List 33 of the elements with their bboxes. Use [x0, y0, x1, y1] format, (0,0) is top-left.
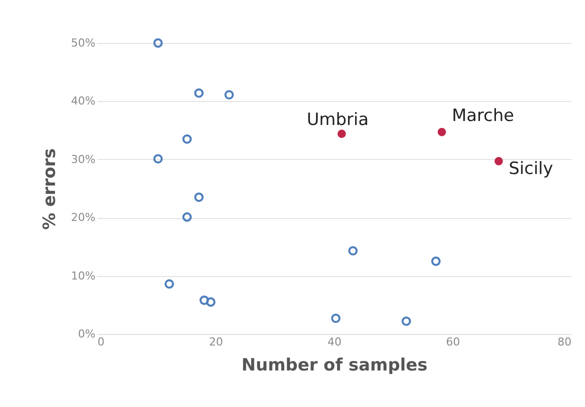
point: [402, 316, 411, 326]
point: [438, 128, 446, 136]
y-tick-label: 20%: [71, 211, 96, 224]
point: [494, 156, 503, 166]
point: [348, 246, 358, 256]
point: [153, 154, 163, 164]
x-tick-label: 0: [98, 336, 104, 348]
x-tick-label: 60: [446, 336, 460, 348]
point: [224, 90, 234, 100]
point: [331, 314, 340, 323]
point: [182, 134, 192, 144]
point: [200, 296, 209, 305]
point: [338, 130, 346, 138]
point: [431, 256, 441, 266]
x-tick-label: 80: [558, 336, 572, 348]
y-tick-label: 30%: [71, 152, 96, 166]
y-axis-title: % errors: [40, 148, 60, 230]
x-tick-label: 40: [328, 336, 342, 348]
point: [206, 297, 216, 307]
x-tick-label: 20: [209, 336, 223, 348]
annotation: Marche: [452, 106, 514, 126]
point: [164, 279, 174, 289]
y-tick-label: 40%: [71, 94, 96, 108]
point: [194, 88, 204, 98]
annotation: Umbria: [306, 110, 369, 130]
point: [194, 192, 204, 202]
y-tick-label: 50%: [71, 36, 96, 50]
y-tick-label: 0%: [78, 328, 96, 340]
point: [153, 38, 163, 48]
x-axis-title: Number of samples: [242, 356, 428, 376]
annotation: Sicily: [508, 159, 554, 180]
point: [182, 212, 192, 222]
y-tick-label: 10%: [71, 269, 96, 282]
